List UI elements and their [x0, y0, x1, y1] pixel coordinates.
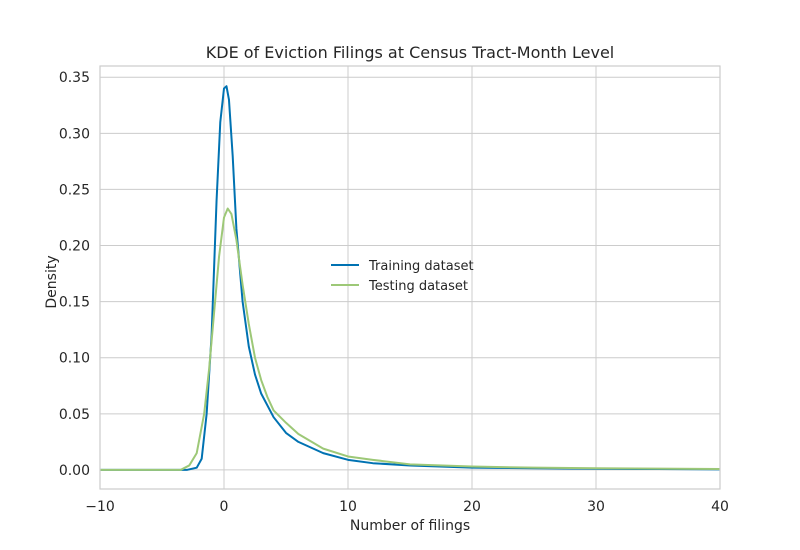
- series-lines: [100, 85, 721, 471]
- y-tick-label: 0.00: [59, 463, 90, 479]
- y-tick-label: 0.10: [59, 351, 90, 367]
- y-tick-label: 0.20: [59, 239, 90, 255]
- x-tick-label: 40: [711, 499, 729, 515]
- legend-entry-label: Testing dataset: [368, 279, 468, 294]
- legend: Training dataset Testing dataset: [331, 259, 474, 294]
- x-axis-label: Number of filings: [350, 518, 470, 534]
- y-tick-label: 0.05: [59, 407, 90, 423]
- x-tick-label: −10: [85, 499, 115, 515]
- plot-border: [99, 65, 721, 490]
- x-tick-label: 10: [339, 499, 357, 515]
- y-tick-label: 0.30: [59, 126, 90, 142]
- legend-entry-label: Training dataset: [368, 259, 474, 274]
- x-axis-ticks: −10 0 10 20 30 40: [85, 499, 729, 515]
- y-tick-label: 0.35: [59, 70, 90, 86]
- series-line-testing: [100, 207, 721, 471]
- y-tick-label: 0.25: [59, 182, 90, 198]
- x-tick-label: 20: [463, 499, 481, 515]
- y-axis-ticks: 0.00 0.05 0.10 0.15 0.20 0.25 0.30 0.35: [59, 70, 90, 479]
- plot-background: [100, 66, 720, 489]
- x-tick-label: 0: [220, 499, 229, 515]
- x-tick-label: 30: [587, 499, 605, 515]
- chart-title: KDE of Eviction Filings at Census Tract-…: [206, 43, 615, 62]
- y-axis-label: Density: [44, 255, 60, 308]
- y-tick-label: 0.15: [59, 295, 90, 311]
- plot-area: [100, 66, 720, 489]
- plot-frame: [99, 65, 721, 490]
